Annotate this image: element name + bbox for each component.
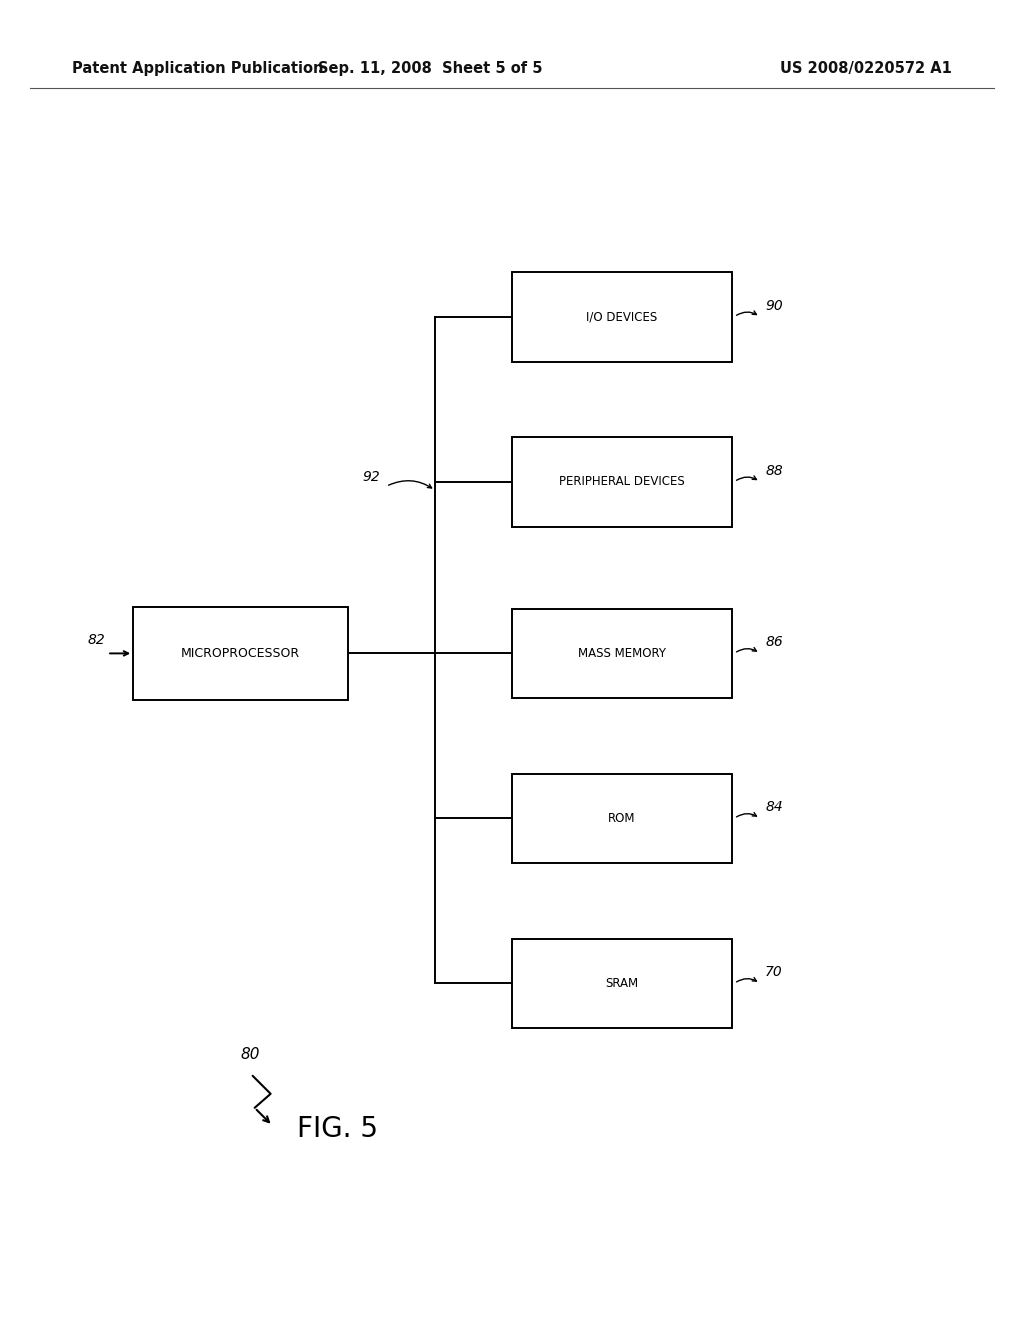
Bar [512,272,732,362]
Text: 84: 84 [765,800,783,814]
Text: 90: 90 [765,298,783,313]
Bar [512,437,732,527]
Text: SRAM: SRAM [605,977,639,990]
Text: 70: 70 [765,965,783,979]
Bar [133,607,348,700]
Bar [512,609,732,698]
Bar [512,774,732,863]
Text: MASS MEMORY: MASS MEMORY [579,647,666,660]
Bar [512,939,732,1028]
Text: 86: 86 [765,635,783,649]
Text: PERIPHERAL DEVICES: PERIPHERAL DEVICES [559,475,685,488]
Text: 92: 92 [362,470,380,484]
Text: ROM: ROM [608,812,636,825]
Text: I/O DEVICES: I/O DEVICES [587,310,657,323]
Text: 88: 88 [765,463,783,478]
Text: 82: 82 [87,634,105,647]
Text: 80: 80 [241,1047,260,1061]
Text: Sep. 11, 2008  Sheet 5 of 5: Sep. 11, 2008 Sheet 5 of 5 [317,61,543,75]
Text: Patent Application Publication: Patent Application Publication [72,61,324,75]
Text: MICROPROCESSOR: MICROPROCESSOR [181,647,300,660]
Text: FIG. 5: FIG. 5 [297,1114,379,1143]
Text: US 2008/0220572 A1: US 2008/0220572 A1 [780,61,952,75]
